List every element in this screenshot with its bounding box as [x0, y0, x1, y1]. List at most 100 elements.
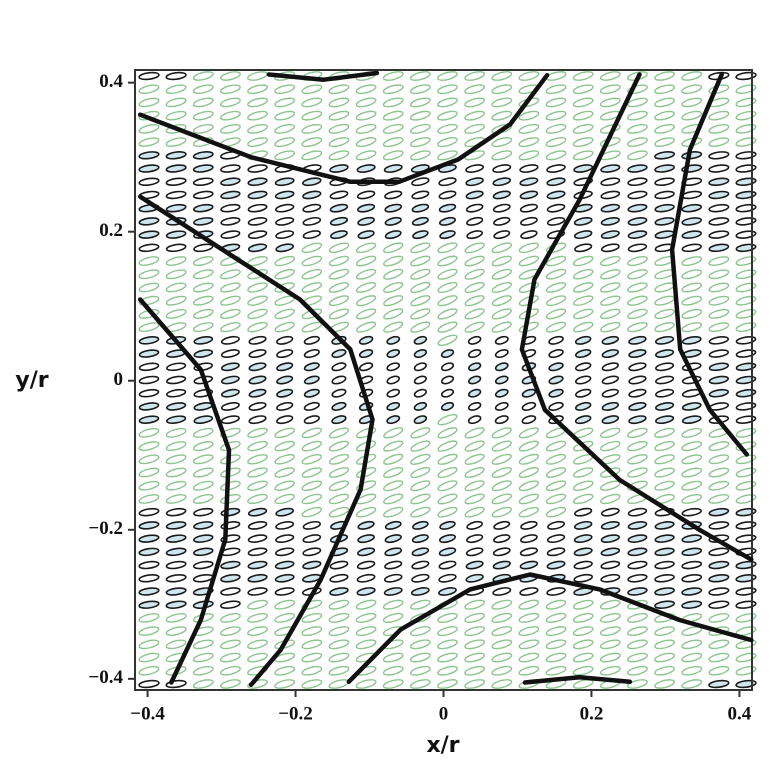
glyph: [464, 110, 486, 121]
glyph: [192, 190, 214, 200]
glyph: [494, 415, 509, 425]
glyph: [382, 150, 404, 161]
glyph: [247, 177, 268, 187]
glyph: [328, 652, 350, 663]
curve: [137, 72, 550, 185]
glyph: [303, 388, 320, 398]
glyph: [193, 415, 214, 425]
glyph: [274, 454, 295, 465]
glyph: [382, 652, 404, 663]
glyph: [600, 243, 620, 253]
glyph: [735, 243, 757, 253]
glyph: [466, 230, 483, 240]
glyph: [411, 177, 430, 187]
glyph: [413, 401, 428, 411]
glyph: [301, 282, 323, 293]
glyph: [545, 255, 567, 267]
glyph: [464, 612, 485, 623]
glyph: [545, 308, 567, 320]
glyph: [193, 349, 214, 358]
glyph: [440, 349, 455, 359]
glyph: [491, 427, 512, 439]
glyph: [165, 137, 187, 147]
glyph: [165, 256, 187, 266]
glyph: [328, 110, 350, 121]
glyph: [437, 440, 458, 452]
glyph: [412, 520, 429, 530]
glyph: [248, 401, 267, 411]
glyph: [545, 639, 567, 650]
glyph: [410, 255, 431, 267]
glyph: [386, 401, 401, 411]
glyph: [708, 665, 730, 676]
glyph: [464, 639, 486, 650]
glyph: [573, 216, 593, 226]
glyph: [193, 335, 214, 345]
x-tick-label: 0.2: [580, 703, 604, 724]
glyph: [357, 547, 376, 557]
glyph: [464, 308, 485, 320]
glyph: [437, 427, 458, 439]
glyph: [627, 190, 648, 200]
glyph: [438, 587, 457, 596]
glyph: [492, 190, 511, 200]
glyph: [545, 150, 567, 161]
glyph: [464, 71, 486, 81]
glyph: [654, 137, 676, 147]
glyph: [138, 467, 160, 478]
glyph: [165, 308, 187, 319]
glyph: [545, 440, 567, 452]
glyph: [329, 587, 349, 596]
glyph: [627, 243, 648, 253]
glyph: [681, 600, 703, 609]
glyph: [601, 415, 620, 425]
glyph: [627, 255, 648, 267]
glyph: [413, 362, 427, 372]
glyph: [440, 401, 455, 411]
glyph: [193, 402, 214, 411]
glyph: [301, 123, 323, 134]
glyph: [247, 652, 268, 663]
glyph: [708, 441, 730, 452]
glyph: [138, 521, 160, 530]
glyph: [410, 466, 431, 479]
glyph: [521, 415, 537, 425]
glyph: [491, 466, 512, 479]
glyph: [491, 281, 512, 294]
glyph: [735, 665, 757, 676]
glyph: [546, 560, 566, 570]
glyph: [492, 164, 512, 173]
glyph: [193, 243, 214, 253]
glyph: [301, 493, 323, 505]
glyph: [627, 321, 648, 333]
glyph: [220, 295, 241, 306]
glyph: [355, 281, 377, 293]
glyph: [329, 216, 349, 226]
glyph: [493, 520, 511, 530]
glyph: [165, 190, 187, 200]
glyph: [247, 440, 268, 452]
glyph: [437, 626, 458, 637]
glyph: [600, 164, 621, 173]
glyph: [301, 480, 323, 492]
glyph: [383, 440, 404, 452]
glyph: [383, 308, 404, 320]
glyph: [219, 97, 241, 108]
glyph: [600, 573, 621, 583]
glyph: [384, 190, 403, 200]
glyph: [248, 375, 267, 385]
glyph: [247, 137, 268, 147]
glyph: [357, 216, 375, 226]
glyph: [627, 97, 648, 108]
glyph: [328, 665, 350, 676]
glyph: [383, 587, 403, 596]
glyph: [600, 321, 621, 333]
glyph: [138, 402, 160, 411]
glyph: [409, 679, 431, 689]
glyph: [386, 415, 401, 425]
glyph: [274, 321, 295, 333]
glyph: [464, 599, 485, 610]
glyph: [439, 230, 456, 240]
glyph: [331, 375, 347, 385]
glyph: [192, 652, 214, 663]
